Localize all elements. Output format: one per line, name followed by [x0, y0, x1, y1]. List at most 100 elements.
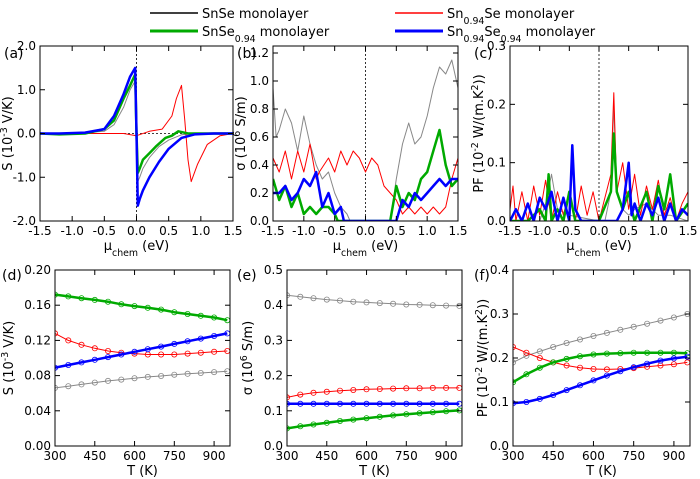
series-line	[55, 293, 228, 322]
data-point	[577, 364, 584, 371]
data-point	[513, 400, 516, 407]
y-tick-label: -2.0	[13, 214, 36, 228]
series-line	[55, 370, 228, 389]
x-axis-label: T (K)	[126, 464, 158, 479]
y-tick-label: 1.2	[250, 46, 269, 60]
data-point	[287, 400, 290, 407]
data-point	[197, 369, 204, 376]
data-point	[390, 300, 397, 307]
data-point	[211, 332, 218, 339]
data-point	[144, 346, 151, 353]
data-point	[78, 295, 85, 302]
data-point	[563, 387, 570, 394]
chart-panel: -1.5 -1.0 -0.5 0.0 0.5 1.0 1.5 0.0 0.2 0.4 0.6 0.8 1…	[232, 45, 468, 259]
series-line	[287, 409, 460, 430]
data-point	[563, 362, 570, 369]
data-point	[523, 349, 530, 356]
data-point	[144, 373, 151, 380]
chart-panel: -1.5 -1.0 -0.5 0.0 0.5 1.0 1.5 0.0 0.1 0.2 0.3 μche…	[470, 39, 698, 259]
series-group	[55, 291, 230, 391]
data-point	[603, 350, 610, 357]
data-point	[350, 416, 357, 423]
data-point	[65, 361, 72, 368]
x-tick-label: 0.5	[387, 224, 406, 238]
panel-tag: (e)	[237, 268, 257, 284]
panels: -1.5 -1.0 -0.5 0.0 0.5 1.0 1.5 -2.0 -1.0 0.0 1.0 2.…	[0, 39, 698, 479]
x-tick-label: 450	[83, 449, 106, 463]
y-tick-label: 0.6	[250, 130, 269, 144]
data-point	[590, 377, 597, 384]
x-tick-label: -0.5	[93, 224, 116, 238]
legend-label: Sn0.94Se0.94 monolayer	[447, 25, 596, 45]
x-tick-label: 900	[662, 449, 685, 463]
data-point	[297, 423, 304, 430]
y-tick-label: 0.5	[264, 263, 283, 277]
y-tick-label: 0.00	[24, 439, 51, 453]
series-group	[510, 92, 688, 221]
series-line	[287, 387, 460, 398]
data-point	[211, 369, 218, 376]
data-point	[65, 337, 72, 344]
series-group	[273, 59, 458, 221]
data-point	[118, 301, 125, 308]
data-point	[657, 349, 664, 356]
data-point	[617, 350, 624, 357]
legend-label: SnSe0.94 monolayer	[202, 25, 330, 45]
data-point	[670, 355, 677, 362]
data-point	[118, 376, 125, 383]
data-point	[550, 359, 557, 366]
data-point	[211, 348, 218, 355]
data-point	[536, 354, 543, 361]
data-point	[390, 385, 397, 392]
x-tick-label: 1.5	[448, 224, 467, 238]
data-point	[403, 301, 410, 308]
series-line	[510, 143, 688, 221]
data-point	[91, 345, 98, 352]
y-axis-label: PF (10-2 W/(m.K2))	[470, 74, 488, 192]
data-point	[644, 360, 651, 367]
data-point	[550, 391, 557, 398]
data-point	[644, 349, 651, 356]
data-point	[657, 317, 664, 324]
data-point	[197, 349, 204, 356]
data-point	[105, 298, 112, 305]
series-group	[287, 292, 462, 432]
data-point	[603, 372, 610, 379]
series-group	[513, 311, 690, 407]
data-point	[513, 344, 516, 350]
data-point	[416, 385, 423, 392]
data-point	[536, 395, 543, 402]
data-point	[323, 400, 330, 407]
y-tick-label: 2.0	[17, 39, 36, 53]
data-point	[287, 292, 290, 299]
data-point	[78, 381, 85, 388]
data-point	[336, 417, 343, 424]
data-point	[336, 387, 343, 394]
legend-entry: SnSe0.94 monolayer	[150, 25, 330, 45]
y-tick-label: 0.1	[264, 404, 283, 418]
panel-tag: (a)	[4, 46, 24, 62]
data-point	[429, 400, 436, 407]
x-tick-label: -1.0	[60, 224, 83, 238]
data-point	[184, 370, 191, 377]
data-point	[630, 323, 637, 330]
panel-tag: (d)	[2, 268, 22, 284]
series-line	[40, 84, 233, 183]
y-tick-label: 0.0	[487, 214, 506, 228]
y-axis-label: S (10-3 V/K)	[0, 96, 16, 170]
data-point	[443, 302, 450, 309]
y-axis-label: S (10-3 V/K)	[0, 321, 17, 395]
legend-label: Sn0.94Se monolayer	[447, 7, 575, 27]
legend-entry: Sn0.94Se monolayer	[395, 7, 575, 27]
y-tick-label: 0.04	[24, 404, 51, 418]
x-tick-label: -1.0	[528, 224, 551, 238]
data-point	[376, 413, 383, 420]
series-line	[510, 92, 688, 221]
x-tick-label: 1.0	[191, 224, 210, 238]
x-tick-label: 0.5	[619, 224, 638, 238]
data-point	[184, 338, 191, 345]
data-point	[376, 400, 383, 407]
x-tick-label: 0.0	[127, 224, 146, 238]
x-tick-label: 1.5	[678, 224, 697, 238]
y-tick-label: 0.2	[487, 97, 506, 111]
